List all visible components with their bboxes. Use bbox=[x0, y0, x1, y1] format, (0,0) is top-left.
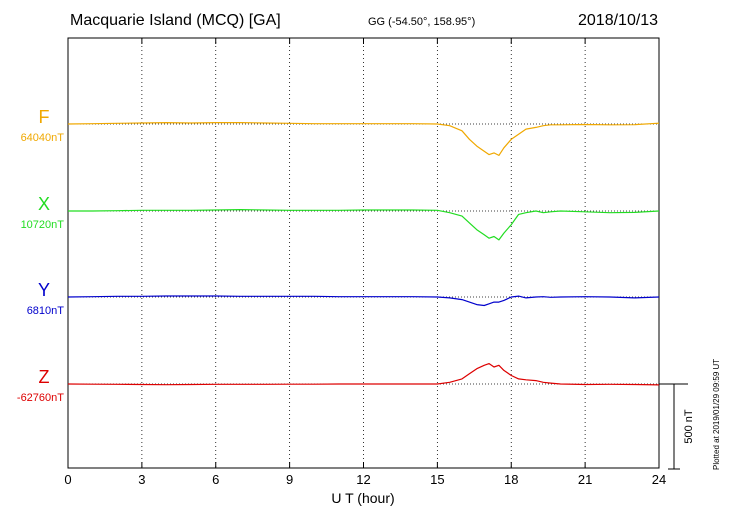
x-tick-label-0: 0 bbox=[64, 472, 71, 487]
series-name-F: F bbox=[39, 107, 50, 127]
x-axis: 0 3 6 9 12 15 18 21 24 bbox=[64, 38, 666, 487]
x-tick-label-15: 15 bbox=[430, 472, 444, 487]
series-group bbox=[67, 121, 660, 386]
x-tick-label-6: 6 bbox=[212, 472, 219, 487]
series-baseline-label-X: 10720nT bbox=[21, 219, 65, 231]
x-tick-label-9: 9 bbox=[286, 472, 293, 487]
x-tick-label-3: 3 bbox=[138, 472, 145, 487]
series-name-X: X bbox=[38, 194, 50, 214]
x-tick-label-24: 24 bbox=[652, 472, 666, 487]
series-baseline-label-Z: -62760nT bbox=[17, 392, 64, 404]
series-line-F bbox=[67, 121, 660, 156]
series-name-Z: Z bbox=[39, 367, 50, 387]
x-tick-label-21: 21 bbox=[578, 472, 592, 487]
series-name-Y: Y bbox=[38, 280, 50, 300]
series-line-Y bbox=[67, 295, 660, 307]
title-date: 2018/10/13 bbox=[578, 12, 659, 29]
grid bbox=[141, 38, 586, 468]
series-baseline-label-Y: 6810nT bbox=[27, 305, 65, 317]
series-baseline-label-F: 64040nT bbox=[21, 132, 65, 144]
series-labels: F 64040nT X 10720nT Y 6810nT Z -62760nT bbox=[17, 107, 64, 404]
title-coords: GG (-54.50°, 158.95°) bbox=[368, 16, 476, 28]
x-tick-label-18: 18 bbox=[504, 472, 518, 487]
series-line-Z bbox=[67, 363, 660, 386]
x-axis-label: U T (hour) bbox=[331, 490, 394, 506]
scale-bar: 500 nT bbox=[659, 383, 695, 470]
scale-bar-label: 500 nT bbox=[683, 409, 695, 444]
title-station: Macquarie Island (MCQ) [GA] bbox=[70, 12, 281, 29]
x-tick-label-12: 12 bbox=[356, 472, 370, 487]
series-line-X bbox=[68, 209, 660, 241]
